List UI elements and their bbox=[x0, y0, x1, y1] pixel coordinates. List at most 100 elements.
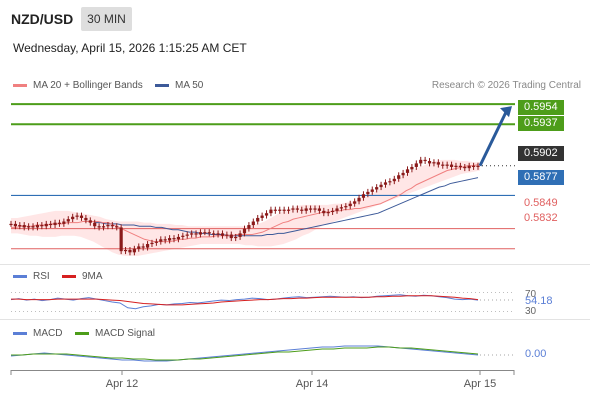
candle-body bbox=[132, 248, 136, 253]
macd-chart bbox=[10, 345, 515, 362]
ma50-line bbox=[95, 177, 479, 237]
candle-body bbox=[18, 225, 22, 227]
candle-body bbox=[159, 239, 163, 242]
candle-body bbox=[397, 175, 401, 179]
currency-pair-title: NZD/USD bbox=[11, 11, 74, 27]
x-axis-label: Apr 15 bbox=[464, 378, 496, 390]
candle-body bbox=[361, 194, 366, 198]
rsi-value: 54.18 bbox=[525, 295, 553, 307]
candle-body bbox=[335, 208, 339, 211]
candle-body bbox=[344, 206, 348, 208]
candle-body bbox=[66, 219, 70, 222]
macd-signal-line bbox=[11, 346, 479, 361]
timeframe-badge[interactable]: 30 MIN bbox=[81, 7, 132, 31]
candle-body bbox=[251, 221, 255, 226]
candle-body bbox=[458, 165, 462, 167]
forecast-arrow-shaft bbox=[478, 111, 508, 167]
candle-body bbox=[229, 234, 233, 239]
candle-body bbox=[44, 223, 48, 227]
support-1-tag: 0.5849 bbox=[524, 197, 558, 209]
candle-body bbox=[172, 238, 176, 240]
candle-body bbox=[441, 164, 445, 166]
candle-body bbox=[401, 172, 405, 176]
candle-body bbox=[410, 166, 414, 170]
macd-separator bbox=[0, 319, 590, 320]
candle-body bbox=[353, 201, 357, 204]
rsi-swatch bbox=[13, 275, 27, 278]
legend-ma50: MA 50 bbox=[155, 80, 203, 91]
rsi-ma-line bbox=[11, 295, 479, 306]
bollinger-band-area bbox=[11, 159, 480, 256]
candle-body bbox=[110, 225, 114, 227]
legend-rsi: RSI bbox=[13, 271, 50, 282]
candle-body bbox=[234, 236, 238, 239]
ma50-swatch bbox=[155, 84, 169, 87]
candle-body bbox=[256, 217, 260, 222]
candle-body bbox=[286, 209, 291, 211]
legend-macd-signal-label: MACD Signal bbox=[95, 328, 156, 339]
price-chart bbox=[9, 103, 515, 256]
candle-body bbox=[273, 209, 277, 211]
legend-ma20: MA 20 + Bollinger Bands bbox=[13, 80, 143, 91]
candle-body bbox=[220, 233, 225, 236]
candle-body bbox=[454, 165, 458, 167]
x-axis-label: Apr 12 bbox=[106, 378, 138, 390]
candle-body bbox=[405, 169, 410, 173]
legend-macd: MACD bbox=[13, 328, 62, 339]
rsi-chart bbox=[10, 292, 515, 313]
candle-body bbox=[436, 162, 440, 165]
legend-rsi-label: RSI bbox=[33, 271, 50, 282]
candle-body bbox=[198, 232, 203, 235]
candle-body bbox=[150, 242, 154, 245]
candle-body bbox=[53, 222, 57, 226]
candle-body bbox=[445, 164, 449, 166]
rsi-separator bbox=[0, 264, 590, 265]
legend-rsi-ma: 9MA bbox=[62, 271, 103, 282]
timestamp: Wednesday, April 15, 2026 1:15:25 AM CET bbox=[13, 41, 247, 55]
candle-body bbox=[106, 225, 110, 227]
candle-body bbox=[242, 228, 247, 234]
legend-ma20-label: MA 20 + Bollinger Bands bbox=[33, 80, 143, 91]
candle-body bbox=[207, 232, 211, 234]
candle-body bbox=[62, 221, 66, 224]
candle-body bbox=[392, 178, 396, 182]
candle-body bbox=[432, 162, 436, 164]
candle-body bbox=[463, 166, 467, 169]
candle-body bbox=[414, 163, 418, 167]
candle-body bbox=[84, 217, 88, 221]
candle-body bbox=[190, 233, 194, 235]
candle-body bbox=[308, 208, 313, 210]
candle-body bbox=[423, 159, 427, 162]
candle-body bbox=[247, 225, 251, 229]
candle-body bbox=[88, 220, 92, 223]
legend-rsi-ma-label: 9MA bbox=[82, 271, 103, 282]
candle-body bbox=[370, 189, 374, 192]
pivot-tag: 0.5877 bbox=[518, 170, 564, 185]
candle-body bbox=[27, 226, 31, 228]
legend-macd-label: MACD bbox=[33, 328, 63, 339]
research-credit: Research © 2026 Trading Central bbox=[431, 80, 581, 91]
last-price-tag: 0.5902 bbox=[518, 146, 564, 161]
candle-body bbox=[348, 203, 352, 207]
candle-body bbox=[238, 233, 242, 237]
candle-body bbox=[181, 235, 185, 237]
candle-body bbox=[75, 215, 79, 217]
candle-body bbox=[278, 209, 282, 211]
candle-body bbox=[97, 226, 101, 228]
ma20-swatch bbox=[13, 84, 27, 87]
x-axis: Apr 12 Apr 14 Apr 15 bbox=[10, 370, 515, 390]
candle-body bbox=[71, 216, 75, 220]
candle-body bbox=[145, 244, 150, 248]
candle-body bbox=[185, 234, 189, 236]
candle-body bbox=[331, 210, 335, 213]
forecast-arrow-head bbox=[500, 106, 512, 118]
candle-body bbox=[427, 161, 432, 164]
rsi-line bbox=[10, 294, 479, 310]
candle-body bbox=[269, 209, 273, 214]
candle-body bbox=[22, 225, 26, 228]
candle-body bbox=[163, 239, 167, 241]
rsi-ma-swatch bbox=[62, 275, 76, 278]
candle-body bbox=[419, 159, 423, 164]
candle-body bbox=[322, 210, 326, 214]
candle-body bbox=[13, 223, 18, 227]
